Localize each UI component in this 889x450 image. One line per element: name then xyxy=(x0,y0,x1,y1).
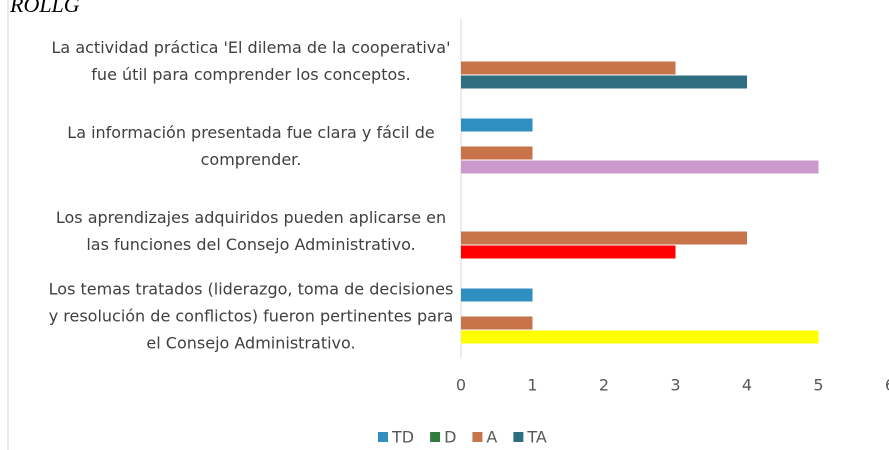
x-tick-label: 1 xyxy=(527,376,537,395)
bar xyxy=(461,146,533,160)
legend-label: D xyxy=(444,428,456,447)
legend-swatch xyxy=(513,432,524,442)
chart-title: ROLLG xyxy=(10,0,80,17)
category-label: Los temas tratados (liderazgo, toma de d… xyxy=(48,279,454,353)
x-tick-label: 0 xyxy=(456,376,466,395)
bar xyxy=(461,288,533,302)
bar xyxy=(461,316,533,330)
x-tick-label: 5 xyxy=(813,376,823,395)
legend-swatch xyxy=(430,432,441,442)
bar xyxy=(461,61,676,75)
bar xyxy=(461,330,819,344)
bar xyxy=(461,75,747,89)
legend-label: A xyxy=(486,428,497,447)
bar xyxy=(461,231,747,245)
bar xyxy=(461,245,676,259)
legend-swatch xyxy=(472,432,483,442)
x-tick-label: 3 xyxy=(670,376,680,395)
x-tick-label: 6 xyxy=(885,376,889,395)
legend-label: TA xyxy=(526,428,547,447)
bar xyxy=(461,160,819,174)
legend-label: TD xyxy=(391,428,414,447)
legend-swatch xyxy=(378,432,388,442)
category-label: La información presentada fue clara y fá… xyxy=(67,123,435,169)
category-label: Los aprendizajes adquiridos pueden aplic… xyxy=(55,208,447,254)
category-label: La actividad práctica 'El dilema de la c… xyxy=(51,38,451,84)
x-tick-label: 2 xyxy=(599,376,609,395)
bar xyxy=(461,118,533,132)
x-tick-label: 4 xyxy=(742,376,752,395)
